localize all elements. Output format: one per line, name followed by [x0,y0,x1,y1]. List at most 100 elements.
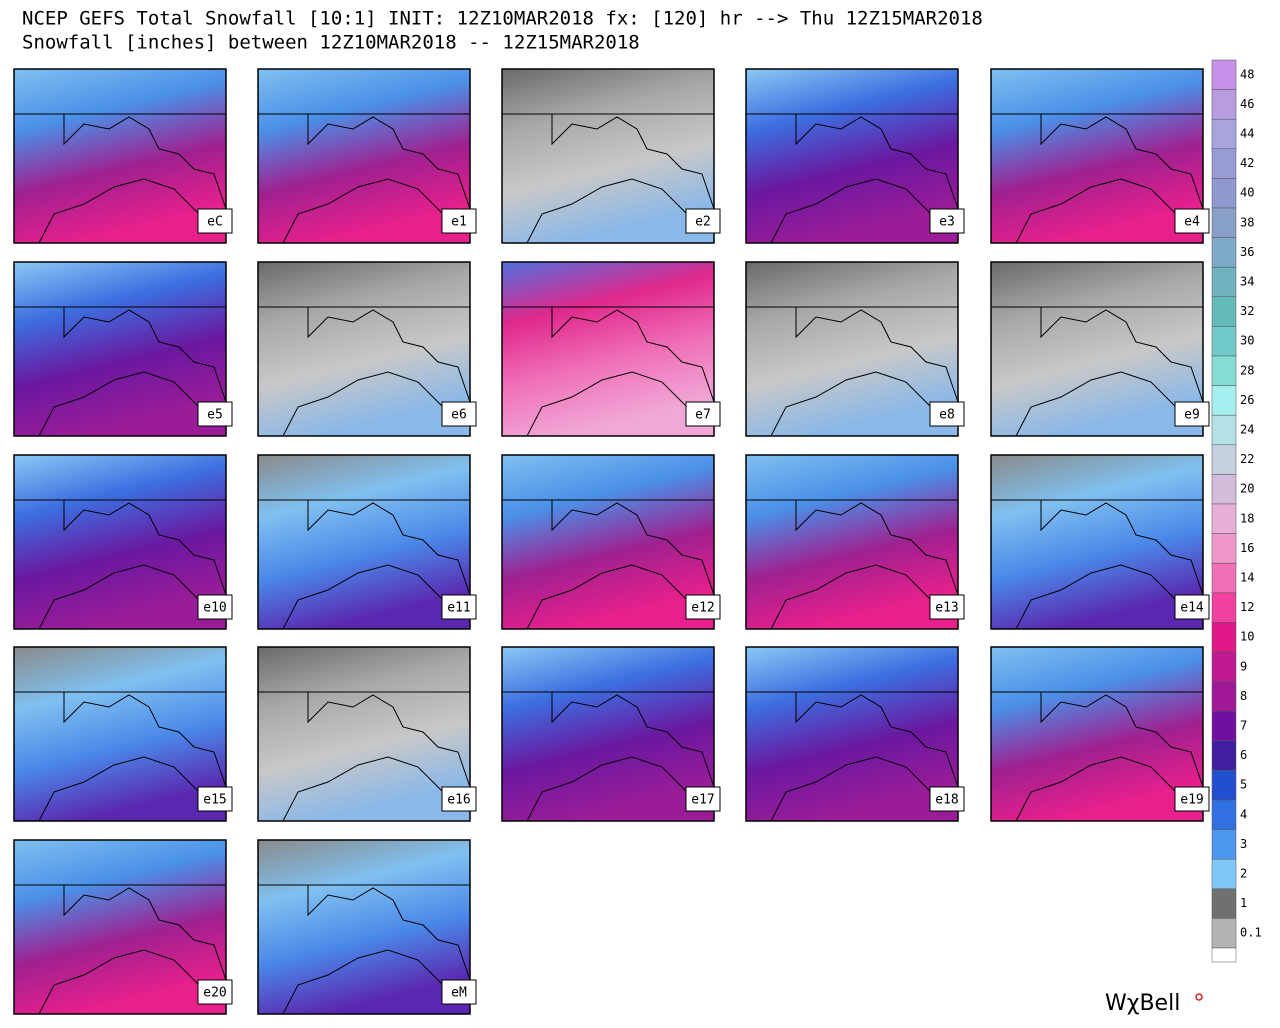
colorbar-swatch [1211,592,1237,623]
panel-label-box [441,594,477,620]
panel-label-box [441,786,477,812]
colorbar-swatch [1211,918,1237,949]
panel-label-box [685,401,721,427]
colorbar-swatch [1211,355,1237,386]
panel-label: e16 [447,793,470,808]
panel-label: e17 [691,793,714,808]
state-outline [526,307,715,437]
colorbar-swatch [1211,414,1237,446]
colorbar-label: 18 [1240,511,1254,525]
colorbar-label: 28 [1240,363,1254,377]
state-outline [770,500,959,630]
map-panel [501,261,715,437]
map-panel [501,454,715,630]
panel-label-box [1174,594,1210,620]
colorbar-label: 32 [1240,304,1254,318]
panel-label-box [929,786,965,812]
map-panel [990,261,1204,437]
state-outline [526,500,715,630]
panel-label-box [197,594,233,620]
state-outline [38,500,227,630]
colorbar-label: 48 [1240,67,1254,81]
state-outline [770,307,959,437]
map-panel [745,261,959,437]
panel-label: e14 [1180,601,1204,616]
colorbar-label: 3 [1240,837,1247,851]
colorbar-swatch [1211,651,1237,682]
panel-label: e12 [691,601,714,616]
map-panel [990,646,1204,822]
colorbar-label: 34 [1240,275,1254,289]
map-panel [990,454,1204,630]
panel-label-box [197,208,233,234]
colorbar-label: 10 [1240,630,1254,644]
colorbar-label: 5 [1240,778,1247,792]
colorbar-swatch [1211,799,1237,830]
state-outline [282,114,471,244]
panel-label: e20 [203,986,226,1001]
state-outline [38,885,227,1015]
colorbar-swatch [1211,740,1237,771]
brand-dot [1195,993,1203,1001]
colorbar-label: 4 [1240,807,1247,821]
state-outline [1015,692,1204,822]
colorbar-swatch [1211,59,1237,90]
panel-label: e6 [451,408,467,423]
panel-label: e11 [447,601,470,616]
colorbar-swatch [1211,266,1237,298]
colorbar-swatch [1211,858,1237,890]
colorbar-label: 20 [1240,482,1254,496]
map-panel [745,454,959,630]
panel-label: e10 [203,601,226,616]
map-panel [257,68,471,244]
panel-label: e7 [695,408,711,423]
colorbar-swatch [1211,207,1237,238]
colorbar-swatch [1211,326,1237,357]
colorbar-swatch [1211,681,1237,712]
map-panel [745,646,959,822]
state-outline [1015,114,1204,244]
panel-label-box [1174,208,1210,234]
colorbar-label: 16 [1240,541,1254,555]
panel-label: e4 [1184,215,1200,230]
panel-label: eM [451,986,467,1001]
colorbar-label: 9 [1240,659,1247,673]
map-panel [745,68,959,244]
colorbar-label: 30 [1240,334,1254,348]
map-panel [257,261,471,437]
panel-label: e13 [935,601,958,616]
panel-label: e3 [939,215,955,230]
state-outline [282,692,471,822]
state-outline [282,885,471,1015]
colorbar-label: 7 [1240,719,1247,733]
map-panel [13,68,227,244]
state-outline [282,307,471,437]
colorbar-swatch [1211,89,1237,120]
colorbar-swatch [1211,474,1237,505]
colorbar-swatch [1211,888,1237,919]
state-outline [526,692,715,822]
colorbar-swatch [1211,237,1237,268]
colorbar-swatch [1211,622,1237,653]
map-panel [501,646,715,822]
colorbar-label: 1 [1240,896,1247,910]
panel-label-box [441,979,477,1005]
map-panel [13,454,227,630]
colorbar-swatch [1211,770,1237,801]
state-outline [770,692,959,822]
panel-label: e18 [935,793,958,808]
map-panel [13,646,227,822]
colorbar-label: 14 [1240,571,1254,585]
panel-label: e2 [695,215,711,230]
panel-label-box [197,786,233,812]
colorbar-label: 2 [1240,867,1247,881]
colorbar-swatch [1211,444,1237,475]
colorbar-label: 26 [1240,393,1254,407]
map-panel [257,839,471,1015]
panel-label-box [929,594,965,620]
subtitle: Snowfall [inches] between 12Z10MAR2018 -… [22,32,640,54]
state-outline [282,500,471,630]
map-panel [13,261,227,437]
panel-label: eC [207,215,223,230]
